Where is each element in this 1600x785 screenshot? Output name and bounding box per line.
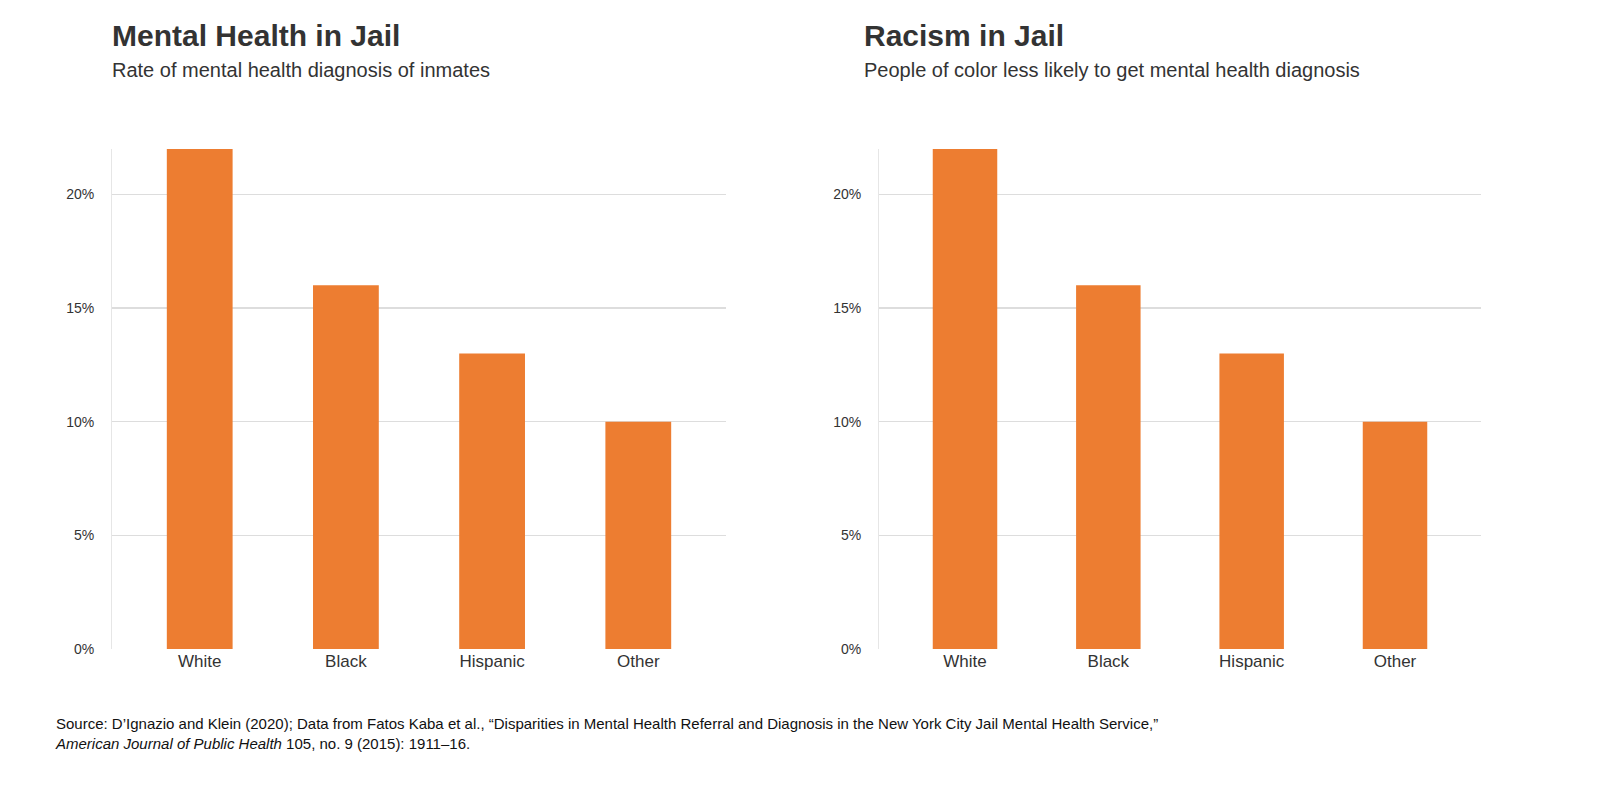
svg-text:5%: 5%: [74, 527, 94, 543]
svg-text:5%: 5%: [841, 527, 861, 543]
svg-text:White: White: [943, 652, 986, 671]
svg-text:20%: 20%: [833, 186, 861, 202]
svg-text:Hispanic: Hispanic: [1219, 652, 1285, 671]
svg-text:20%: 20%: [66, 186, 94, 202]
svg-text:Hispanic: Hispanic: [459, 652, 525, 671]
svg-text:Racism in Jail: Racism in Jail: [864, 19, 1064, 52]
svg-text:Mental Health in Jail: Mental Health in Jail: [112, 19, 400, 52]
svg-text:Other: Other: [1374, 652, 1417, 671]
svg-text:15%: 15%: [833, 300, 861, 316]
svg-text:Source: D’Ignazio and Klein (2: Source: D’Ignazio and Klein (2020); Data…: [55, 715, 1158, 752]
svg-text:Other: Other: [617, 652, 660, 671]
svg-text:People of color less likely to: People of color less likely to get menta…: [864, 59, 1360, 81]
svg-text:White: White: [178, 652, 221, 671]
svg-text:0%: 0%: [841, 641, 861, 657]
svg-text:0%: 0%: [74, 641, 94, 657]
svg-text:10%: 10%: [833, 414, 861, 430]
svg-text:Rate of mental health diagnosi: Rate of mental health diagnosis of inmat…: [112, 59, 490, 81]
svg-text:Black: Black: [325, 652, 367, 671]
svg-text:10%: 10%: [66, 414, 94, 430]
svg-text:Black: Black: [1088, 652, 1130, 671]
svg-text:15%: 15%: [66, 300, 94, 316]
